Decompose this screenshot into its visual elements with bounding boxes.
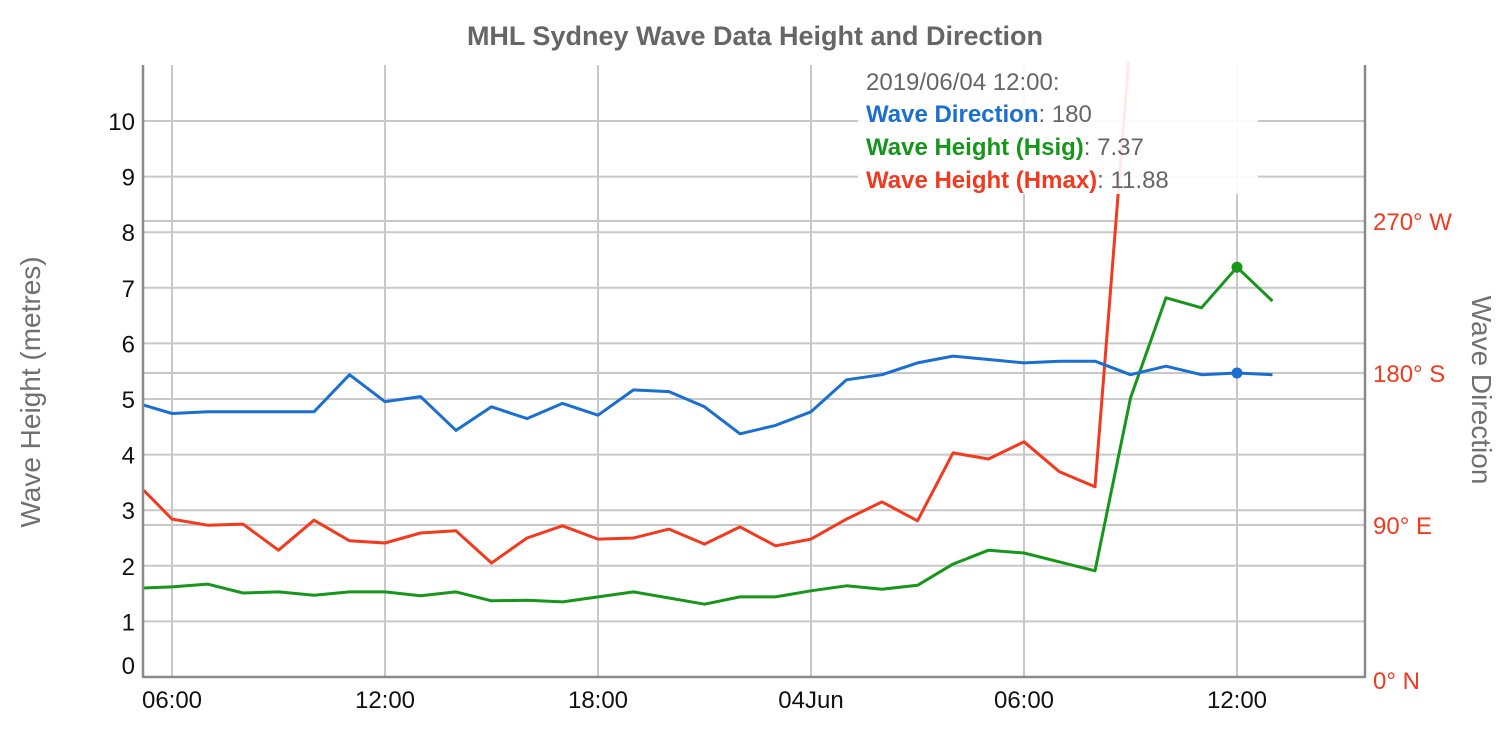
y-tick-label: 8: [122, 220, 135, 247]
y-tick-label: 2: [122, 554, 135, 581]
series-line-wave-height-hmax-: [143, 62, 1131, 565]
series-line-wave-direction: [143, 354, 1273, 436]
y-tick-label: 10: [108, 109, 135, 136]
y2-tick-label: 90° E: [1373, 513, 1432, 540]
y-tick-label: 9: [122, 165, 135, 192]
y-tick-label: 5: [122, 387, 135, 414]
chart-title: MHL Sydney Wave Data Height and Directio…: [467, 21, 1043, 51]
x-tick-label: 12:00: [355, 687, 415, 714]
x-tick-label: 18:00: [568, 687, 628, 714]
y-axis-label: Wave Height (metres): [15, 256, 46, 527]
tooltip-header: 2019/06/04 12:00:: [866, 69, 1060, 96]
y-tick-label: 6: [122, 331, 135, 358]
y-tick-label: 4: [122, 443, 135, 470]
y-tick-label: 0: [122, 653, 135, 680]
y2-tick-label: 0° N: [1373, 668, 1420, 695]
tooltip-row-direction: Wave Direction: 180: [866, 101, 1092, 128]
y2-tick-label: 180° S: [1373, 361, 1445, 388]
x-tick-label: 12:00: [1207, 687, 1267, 714]
tooltip: 2019/06/04 12:00: Wave Direction: 180 Wa…: [858, 62, 1258, 194]
y2-axis-label: Wave Direction: [1466, 296, 1497, 485]
y-tick-label: 3: [122, 498, 135, 525]
series-line-wave-height-hsig-: [143, 265, 1274, 606]
x-tick-label: 04Jun: [778, 687, 843, 714]
tooltip-row-hmax: Wave Height (Hmax): 11.88: [866, 167, 1169, 194]
x-tick-label: 06:00: [142, 687, 202, 714]
highlight-point: [1231, 367, 1243, 379]
y-tick-label: 1: [122, 609, 135, 636]
tooltip-row-hsig: Wave Height (Hsig): 7.37: [866, 134, 1144, 161]
highlight-point: [1231, 261, 1243, 273]
y-tick-label: 7: [122, 276, 135, 303]
y2-tick-label: 270° W: [1373, 209, 1452, 236]
x-tick-label: 06:00: [994, 687, 1054, 714]
